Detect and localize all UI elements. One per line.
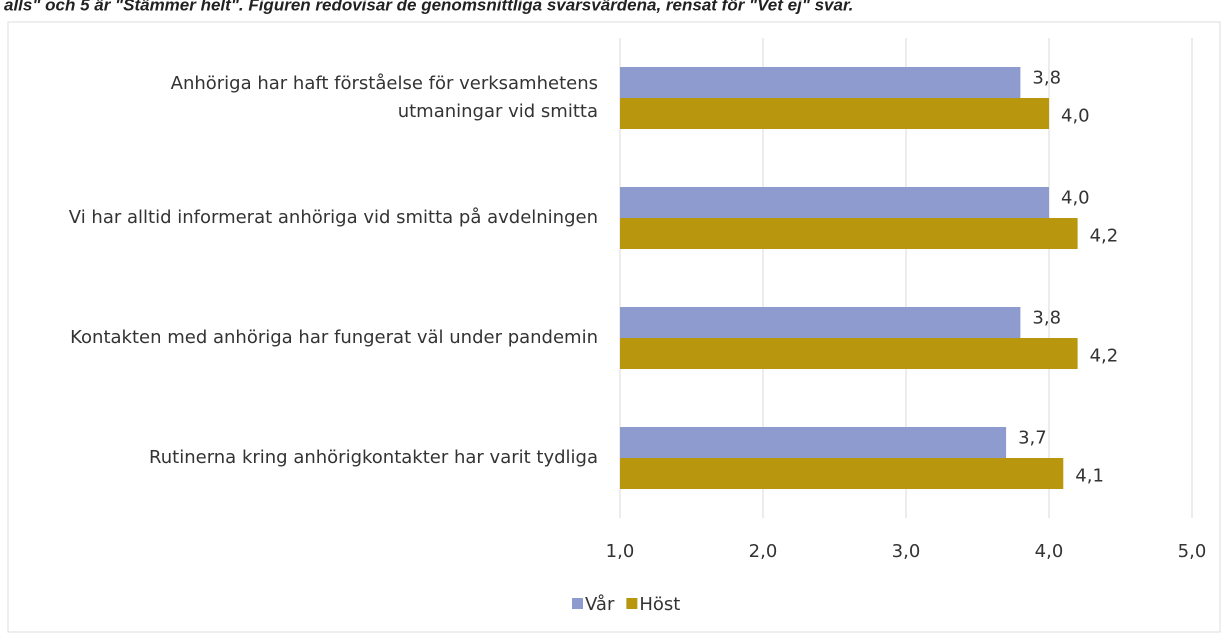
legend-swatch [626, 598, 638, 609]
legend-swatch [572, 598, 583, 609]
category-label: Kontakten med anhöriga har fungerat väl … [70, 327, 598, 348]
data-label: 4,2 [1090, 226, 1119, 247]
data-label: 3,7 [1018, 428, 1047, 449]
x-tick-label: 3,0 [892, 541, 921, 562]
data-label: 4,2 [1090, 346, 1119, 367]
data-label: 4,0 [1061, 106, 1090, 127]
bar [620, 218, 1078, 249]
category-label: Rutinerna kring anhörigkontakter har var… [149, 447, 598, 468]
x-tick-label: 2,0 [749, 541, 778, 562]
category-label: Vi har alltid informerat anhöriga vid sm… [69, 207, 598, 228]
data-label: 4,1 [1075, 466, 1104, 487]
bar [620, 307, 1021, 338]
bar [620, 67, 1021, 98]
x-tick-label: 4,0 [1035, 541, 1064, 562]
bar [620, 338, 1078, 369]
bar [620, 458, 1064, 489]
bar [620, 98, 1049, 129]
data-label: 3,8 [1032, 308, 1061, 329]
data-label: 4,0 [1061, 188, 1090, 209]
bar [620, 187, 1049, 218]
data-label: 3,8 [1032, 68, 1061, 89]
x-tick-label: 5,0 [1178, 541, 1207, 562]
chart-title: alls" och 5 är "Stämmer helt". Figuren r… [4, 0, 853, 14]
chart-frame [7, 21, 1221, 633]
legend-label: Höst [639, 594, 680, 615]
category-label: Anhöriga har haft förståelse för verksam… [171, 73, 598, 122]
x-tick-label: 1,0 [606, 541, 635, 562]
bar [620, 427, 1007, 458]
legend-label: Vår [585, 594, 615, 615]
